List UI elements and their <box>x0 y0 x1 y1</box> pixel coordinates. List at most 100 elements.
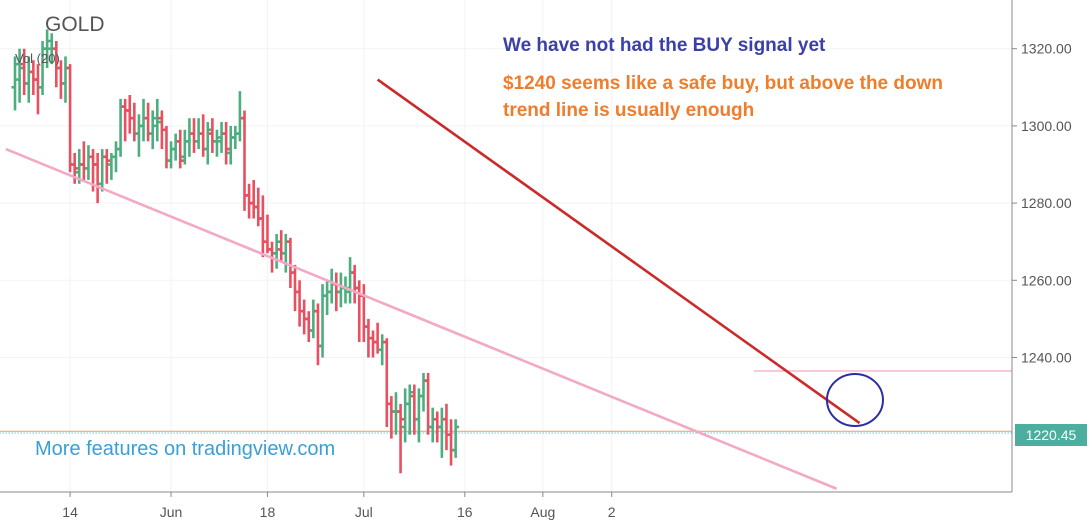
ohlc-bar <box>245 183 253 219</box>
price-bars <box>11 29 460 474</box>
ohlc-bar <box>227 125 235 165</box>
ohlc-bar <box>250 179 258 219</box>
ohlc-bar <box>254 187 262 227</box>
ohlc-bar <box>153 98 161 142</box>
ohlc-bar <box>273 233 281 269</box>
price-tick-label: 1260.00 <box>1021 272 1072 288</box>
ohlc-bar <box>452 419 460 458</box>
ohlc-bar <box>121 98 129 142</box>
price-tick-label: 1240.00 <box>1021 350 1072 366</box>
ohlc-bar <box>103 149 111 184</box>
time-tick-label: Jun <box>160 504 183 520</box>
ohlc-bar <box>94 152 102 204</box>
ohlc-bar <box>135 114 143 157</box>
ohlc-bar <box>61 56 69 103</box>
ohlc-bar <box>144 102 152 142</box>
ohlc-bar <box>222 122 230 165</box>
ohlc-bar <box>351 264 359 304</box>
ohlc-bar <box>383 338 391 427</box>
ohlc-bar <box>424 372 432 435</box>
ohlc-bar <box>406 384 414 435</box>
ohlc-bar <box>429 407 437 443</box>
ohlc-bar <box>447 419 455 466</box>
ohlc-bar <box>296 280 304 327</box>
ohlc-bar <box>204 122 212 165</box>
price-tick-label: 1300.00 <box>1021 118 1072 134</box>
ohlc-bar <box>323 280 331 316</box>
ohlc-bar <box>162 125 170 169</box>
ohlc-bar <box>11 56 19 111</box>
trendlines <box>5 78 884 490</box>
buy-annotation: $1240 seems like a safe buy, but above t… <box>503 70 943 124</box>
ohlc-bar <box>355 280 363 343</box>
ohlc-bar <box>66 64 74 173</box>
symbol-title: GOLD <box>45 13 105 36</box>
ohlc-bar <box>112 141 120 173</box>
ohlc-bar <box>140 98 148 142</box>
ohlc-bar <box>360 284 368 343</box>
ohlc-bar <box>57 60 65 99</box>
ohlc-bar <box>263 214 271 254</box>
signal-annotation: We have not had the BUY signal yet <box>503 35 826 56</box>
ohlc-bar <box>43 29 51 68</box>
ohlc-bar <box>84 145 92 180</box>
time-tick-label: 18 <box>260 504 276 520</box>
ohlc-bar <box>314 303 322 366</box>
ohlc-bar <box>208 118 216 153</box>
ohlc-bar <box>98 149 106 192</box>
ohlc-bar <box>199 114 207 157</box>
ohlc-bar <box>172 133 180 161</box>
ohlc-bar <box>130 102 138 142</box>
ohlc-bar <box>236 91 244 142</box>
time-tick-label: 16 <box>457 504 473 520</box>
time-tick-label: 14 <box>62 504 78 520</box>
time-axis: 14 Jun 18 Jul 16 Aug 2 <box>0 491 1012 520</box>
buy-annotation-line-1: $1240 seems like a safe buy, but above t… <box>503 73 943 94</box>
ohlc-bar <box>277 230 285 261</box>
downtrend-line <box>376 78 861 425</box>
ohlc-bar <box>337 272 345 308</box>
ohlc-bar <box>397 403 405 474</box>
ohlc-bar <box>185 118 193 157</box>
price-tick-label: 1280.00 <box>1021 195 1072 211</box>
ohlc-bar <box>34 64 42 115</box>
buy-annotation-line-2: trend line is usually enough <box>503 100 755 121</box>
ohlc-bar <box>71 152 79 184</box>
ohlc-bar <box>401 388 409 443</box>
price-tick-label: 1320.00 <box>1021 41 1072 57</box>
ohlc-bar <box>259 195 267 258</box>
ohlc-bar <box>190 118 198 153</box>
ohlc-bar <box>16 48 24 103</box>
price-axis: 1240.00 1260.00 1280.00 1300.00 1320.00 <box>1011 0 1072 492</box>
ohlc-bar <box>369 330 377 358</box>
support-trendline <box>5 147 838 490</box>
ohlc-bar <box>167 141 175 169</box>
ohlc-bar <box>213 129 221 157</box>
ohlc-bar <box>378 334 386 366</box>
time-tick-label: Jul <box>355 504 373 520</box>
time-tick-label: Aug <box>530 504 555 520</box>
ohlc-bar <box>305 311 313 343</box>
reference-lines <box>0 370 1012 434</box>
last-price-label: 1220.45 <box>1015 424 1087 446</box>
ohlc-bar <box>420 372 428 412</box>
ohlc-bar <box>392 392 400 435</box>
ohlc-bar <box>126 95 134 134</box>
ohlc-bar <box>80 141 88 180</box>
ohlc-bar <box>176 129 184 169</box>
ohlc-bar <box>282 233 290 273</box>
ohlc-bar <box>442 403 450 451</box>
time-tick-label: 2 <box>608 504 616 520</box>
target-circle <box>825 372 884 427</box>
volume-indicator-label: Vol (20) <box>15 51 60 66</box>
ohlc-bar <box>181 129 189 165</box>
ohlc-bar <box>328 268 336 304</box>
tradingview-promo-link[interactable]: More features on tradingview.com <box>35 438 336 460</box>
ohlc-bar <box>231 125 239 150</box>
ohlc-bar <box>149 110 157 150</box>
ohlc-bar <box>300 299 308 335</box>
ohlc-bar <box>309 299 317 339</box>
ohlc-bar <box>387 396 395 439</box>
ohlc-bar <box>291 264 299 312</box>
